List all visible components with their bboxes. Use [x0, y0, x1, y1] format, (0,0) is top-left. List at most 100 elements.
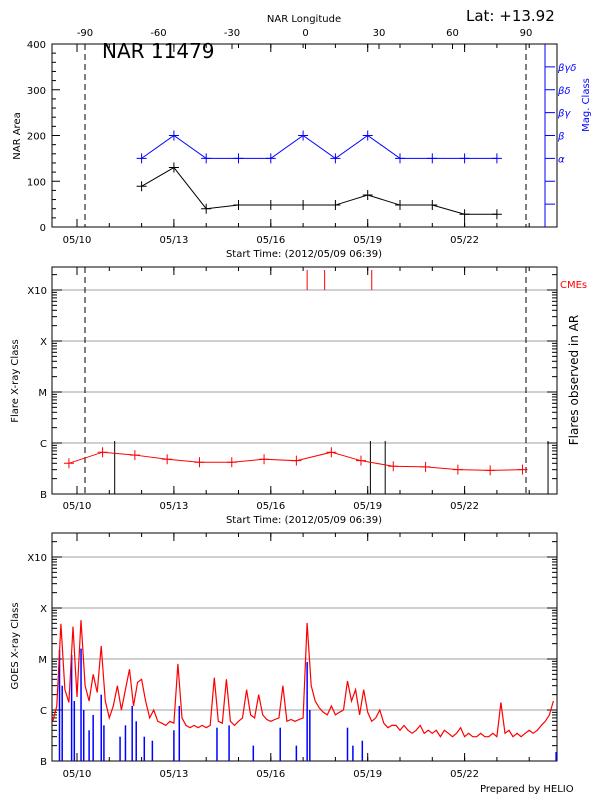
mag-class-tick-label: α [558, 154, 565, 165]
mag_class-point [298, 130, 309, 141]
area-point [395, 200, 405, 211]
mag-class-tick-label: βγ [557, 109, 571, 120]
panel2-right-label: Flares observed in AR [567, 315, 581, 445]
panel3-frame [51, 532, 558, 762]
flare-background-point [420, 461, 431, 472]
area-tick-label: 300 [27, 86, 46, 97]
panel2-y-tick-label: M [38, 388, 47, 399]
area-point [265, 200, 276, 211]
panel2-x-tick-label: 05/19 [353, 501, 382, 512]
panel1-xlabel: Start Time: (2012/05/09 06:39) [226, 249, 382, 260]
mag_class-point [362, 130, 373, 141]
flare-background-point [259, 454, 270, 465]
area-point [168, 162, 179, 173]
panel1-ylabel: NAR Area [12, 112, 23, 159]
flare-background-point [326, 447, 337, 458]
panel2-frame [51, 266, 558, 495]
flare-background-point [226, 457, 237, 468]
mag_class-point [491, 153, 502, 164]
panel2-y-tick-label: B [40, 490, 47, 501]
flare-background-point [291, 455, 302, 466]
mag_class-point [168, 130, 179, 141]
area-line [141, 166, 497, 215]
panel3-y-tick-label: B [40, 757, 47, 768]
flare-background-point [97, 447, 108, 458]
mag_class-point [201, 153, 212, 164]
mag_class-point [265, 153, 276, 164]
panel2-y-tick-label: C [40, 439, 47, 450]
panel3-y-tick-label: X10 [27, 553, 47, 564]
flare-background-point [63, 458, 74, 469]
flare-background-point [388, 461, 399, 472]
panel3-ylabel: GOES X-ray Class [10, 602, 21, 689]
cme-label: CMEs [560, 280, 587, 291]
area-point [201, 203, 212, 214]
mag-class-tick-label: βδ [557, 86, 571, 97]
area-point [233, 200, 244, 211]
area-point [459, 209, 470, 220]
flare-background-point [355, 455, 366, 466]
latitude-label: Lat: +13.92 [466, 7, 555, 25]
panel3-y-tick-label: X [40, 604, 47, 615]
panel3-y-tick-label: M [38, 655, 47, 666]
flare-background-point [452, 464, 463, 475]
mag-class-tick-label: βγδ [557, 63, 576, 74]
longitude-tick-label: 90 [520, 28, 533, 39]
longitude-tick-label: 30 [373, 28, 386, 39]
flare-background-point [485, 465, 496, 476]
flare-background-point [129, 450, 140, 461]
panel3-x-tick-label: 05/19 [353, 769, 382, 780]
panel2-x-tick-label: 05/13 [159, 501, 188, 512]
panel2-x-tick-label: 05/16 [256, 501, 285, 512]
area-point [298, 200, 309, 211]
longitude-axis-label: NAR Longitude [267, 14, 341, 25]
panel3-x-tick-label: 05/13 [159, 769, 188, 780]
panel2-x-tick-label: 05/22 [450, 501, 479, 512]
area-tick-label: 200 [27, 132, 46, 143]
panel1-x-tick-label: 05/10 [63, 235, 92, 246]
area-point [330, 200, 341, 211]
panel1-x-tick-label: 05/22 [450, 235, 479, 246]
area-point [362, 189, 373, 200]
longitude-tick-label: -90 [77, 28, 93, 39]
mag_class-point [427, 153, 438, 164]
goes-long-line [52, 620, 554, 738]
area-tick-label: 0 [40, 223, 46, 234]
area-point [136, 181, 147, 192]
longitude-tick-label: 0 [302, 28, 308, 39]
panel2-y-tick-label: X [40, 337, 47, 348]
mag_class-point [136, 153, 147, 164]
panel2-xlabel: Start Time: (2012/05/09 06:39) [226, 515, 382, 526]
mag_class-line [141, 134, 497, 159]
panel1-x-tick-label: 05/16 [256, 235, 285, 246]
flare-background-point [162, 454, 173, 465]
area-point [427, 200, 438, 211]
mag_class-point [233, 153, 244, 164]
longitude-tick-label: 60 [446, 28, 459, 39]
panel3-x-tick-label: 05/22 [450, 769, 479, 780]
credit-label: Prepared by HELIO [480, 784, 574, 795]
flare-background-point [194, 457, 205, 468]
panel3-x-tick-label: 05/10 [63, 769, 92, 780]
area-tick-label: 100 [27, 177, 46, 188]
panel2-x-tick-label: 05/10 [63, 501, 92, 512]
panel2-ylabel: Flare X-ray Class [10, 339, 21, 423]
mag_class-point [395, 153, 405, 164]
panel1-x-tick-label: 05/19 [353, 235, 382, 246]
panel2-y-tick-label: X10 [27, 286, 47, 297]
longitude-tick-label: -30 [224, 28, 240, 39]
panel3-y-tick-label: C [40, 706, 47, 717]
goes-series-group [52, 620, 557, 761]
longitude-tick-label: -60 [150, 28, 166, 39]
area-tick-label: 400 [27, 40, 46, 51]
area-point [491, 209, 502, 220]
mag_class-point [330, 153, 341, 164]
panel1-x-tick-label: 05/13 [159, 235, 188, 246]
mag-class-tick-label: β [557, 132, 565, 143]
flare-background-point [517, 464, 528, 475]
mag-class-axis-label: Mag. Class [581, 78, 592, 132]
mag_class-point [459, 153, 470, 164]
region-title: NAR 11479 [102, 39, 215, 63]
panel3-x-tick-label: 05/16 [256, 769, 285, 780]
